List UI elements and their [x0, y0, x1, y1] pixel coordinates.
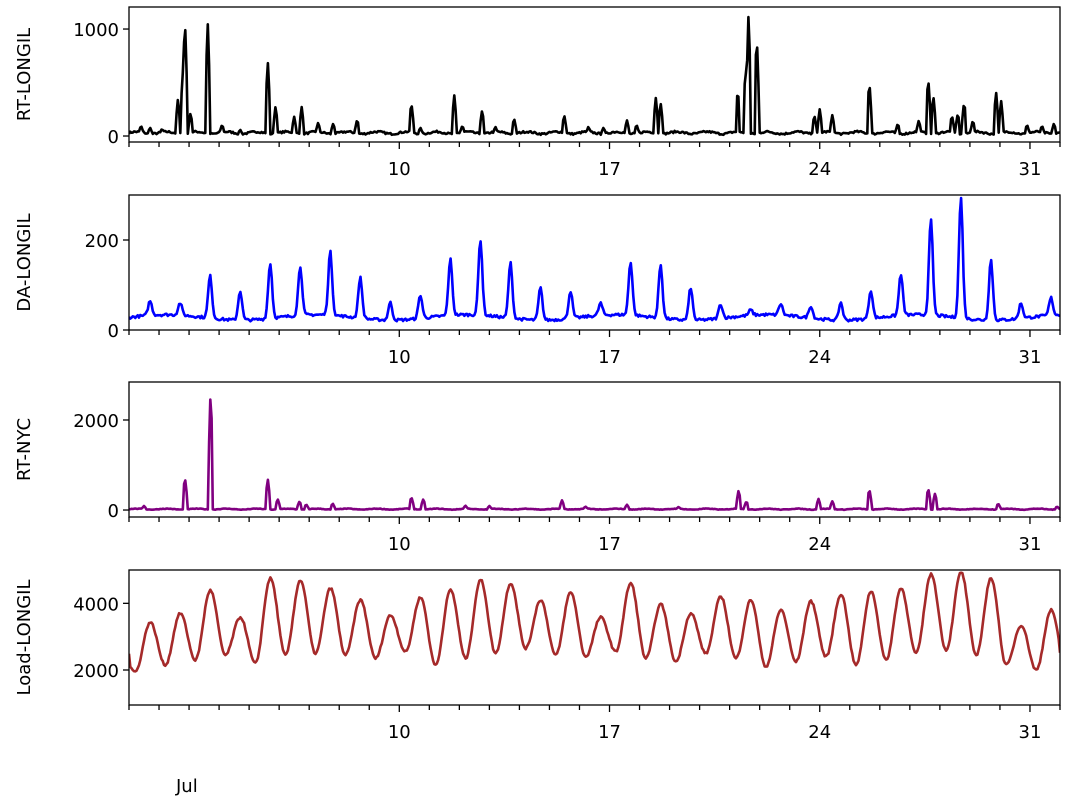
- x-tick-label: 17: [598, 722, 621, 743]
- x-tick-label: 24: [808, 534, 831, 555]
- y-axis-label: DA-LONGIL: [14, 213, 35, 311]
- x-tick-label: 31: [1019, 534, 1042, 555]
- plot-frame: [128, 6, 1061, 143]
- x-tick-label: 17: [598, 159, 621, 180]
- panel-rt-nyc: 10 17 24 31 0 2000 RT-NYC: [14, 381, 1061, 555]
- x-tick-label: 10: [388, 347, 411, 368]
- x-tick-label: 10: [388, 722, 411, 743]
- panel-rt-longil: 10 17 24 31 0 1000 RT-LONGIL: [14, 6, 1061, 180]
- month-label: Jul: [175, 776, 198, 797]
- y-axis-label: Load-LONGIL: [14, 580, 35, 696]
- x-tick-label: 24: [808, 347, 831, 368]
- panel-da-longil: 10 17 24 31 0 200 DA-LONGIL: [14, 194, 1061, 368]
- x-tick-label: 24: [808, 722, 831, 743]
- x-tick-label: 24: [808, 159, 831, 180]
- x-tick-label: 17: [598, 347, 621, 368]
- y-tick-label: 0: [108, 321, 119, 342]
- y-axis-label: RT-NYC: [14, 418, 35, 481]
- plot-frame: [128, 194, 1061, 331]
- series-line-rt-longil: [129, 15, 1060, 137]
- x-tick-label: 10: [388, 159, 411, 180]
- y-tick-label: 1000: [73, 20, 119, 41]
- y-tick-label: 2000: [73, 411, 119, 432]
- x-tick-label: 17: [598, 534, 621, 555]
- x-tick-label: 31: [1019, 159, 1042, 180]
- y-tick-label: 0: [108, 127, 119, 148]
- panel-load-longil: 10 17 24 31 2000 4000 Load-LONGIL: [14, 569, 1061, 743]
- series-line-da-longil: [129, 196, 1060, 323]
- series-line-rt-nyc: [129, 398, 1060, 512]
- series-line-load-longil: [129, 571, 1060, 673]
- y-tick-label: 2000: [73, 661, 119, 682]
- plot-frame: [128, 381, 1061, 518]
- y-tick-label: 0: [108, 501, 119, 522]
- x-tick-label: 31: [1019, 347, 1042, 368]
- x-tick-label: 31: [1019, 722, 1042, 743]
- x-tick-label: 10: [388, 534, 411, 555]
- plot-frame: [128, 569, 1061, 706]
- y-tick-label: 4000: [73, 594, 119, 615]
- y-tick-label: 200: [85, 231, 119, 252]
- y-axis-label: RT-LONGIL: [14, 28, 35, 121]
